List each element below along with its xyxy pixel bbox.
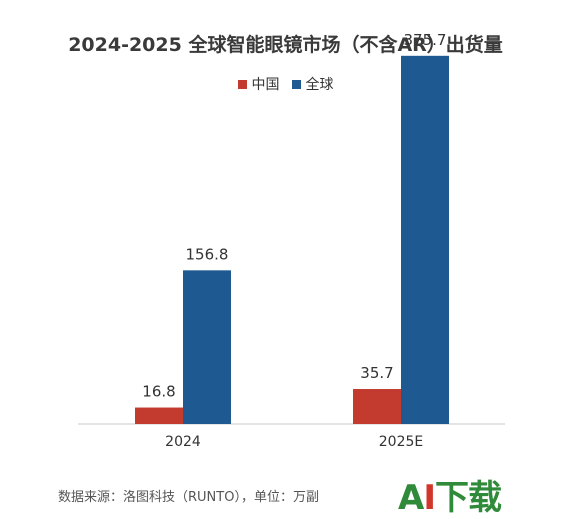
data-label-global-2024: 156.8 [186, 245, 229, 263]
chart-title: 2024-2025 全球智能眼镜市场（不含AR）出货量 [68, 34, 503, 56]
source-note: 数据来源：洛图科技（RUNTO），单位：万副 [58, 490, 319, 505]
data-label-global-2025E: 375.7 [404, 31, 447, 49]
data-label-china-2024: 16.8 [142, 383, 175, 401]
watermark-letter-i: I [423, 478, 436, 518]
bar-china-2024 [135, 407, 183, 424]
bar-global-2025E [401, 55, 449, 425]
bar-global-2024 [183, 270, 231, 424]
watermark-logo: AI下载 [398, 470, 502, 519]
watermark-letter-a: A [398, 478, 424, 518]
x-tick-label-2024: 2024 [165, 434, 201, 450]
legend-item-global: 全球 [291, 74, 334, 94]
legend-swatch-china [237, 79, 247, 89]
legend: 中国 全球 [0, 74, 571, 94]
data-label-china-2025E: 35.7 [360, 364, 393, 382]
legend-label-global: 全球 [305, 77, 334, 93]
legend-swatch-global [291, 79, 301, 89]
legend-label-china: 中国 [251, 77, 280, 93]
watermark-text: 下载 [434, 478, 502, 518]
legend-item-china: 中国 [237, 74, 280, 94]
bar-china-2025E [353, 389, 401, 424]
x-tick-label-2025E: 2025E [379, 434, 423, 450]
